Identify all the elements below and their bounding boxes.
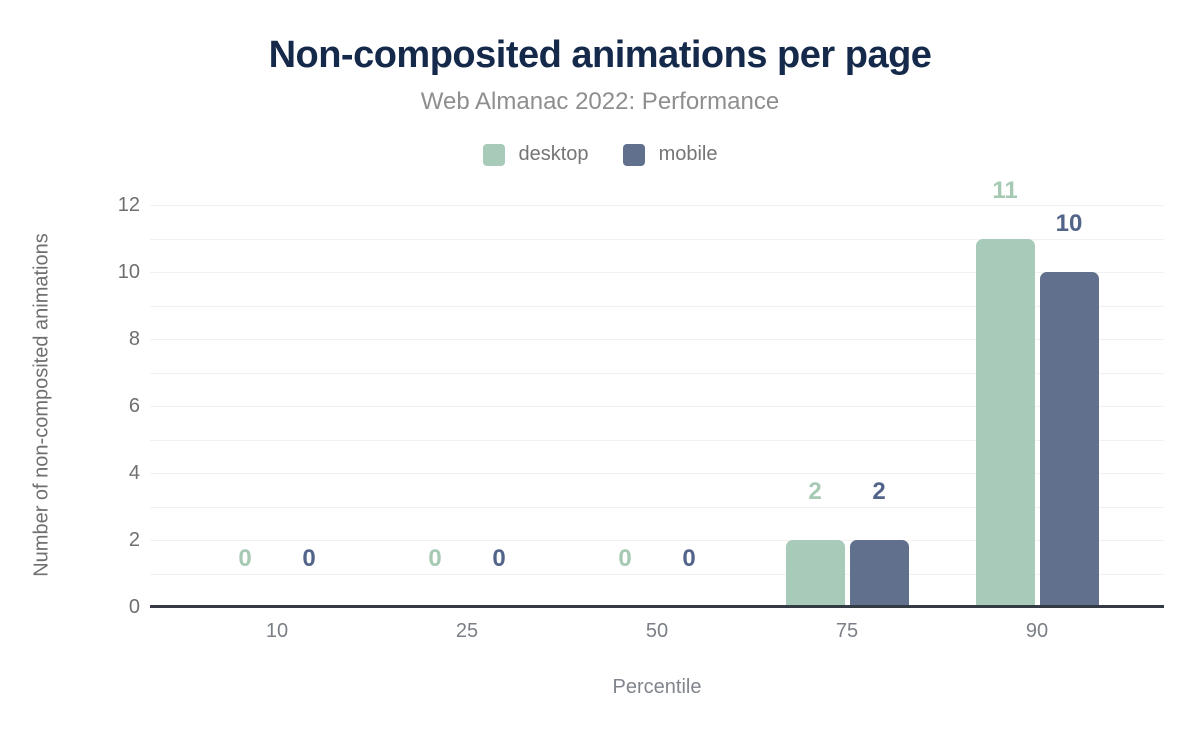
bar-value-label-mobile-p75: 2 [872, 478, 886, 505]
y-tick-12: 12 [117, 194, 140, 216]
x-tick-75: 75 [835, 620, 859, 642]
bar-mobile-p75 [849, 540, 909, 607]
gridline-9 [150, 305, 1164, 307]
legend-swatch-desktop-icon [482, 143, 505, 166]
bar-value-label-desktop-p25: 0 [428, 545, 442, 572]
bar-value-label-mobile-p50: 0 [682, 545, 696, 572]
plot-area: 0 0 0 2 11 0 0 0 2 10 [150, 178, 1164, 607]
y-tick-2: 2 [128, 529, 140, 551]
x-axis-line [150, 605, 1164, 608]
x-tick-25: 25 [455, 620, 479, 642]
x-axis-title: Percentile [612, 676, 702, 698]
gridline-2 [150, 540, 1164, 541]
y-tick-8: 8 [128, 328, 140, 350]
y-tick-6: 6 [128, 395, 140, 417]
bar-mobile-p90 [1039, 272, 1099, 607]
bar-value-label-desktop-p90: 11 [992, 176, 1018, 204]
y-tick-0: 0 [128, 596, 140, 618]
x-tick-50: 50 [645, 620, 669, 642]
gridline-1 [150, 573, 1164, 575]
bar-value-label-desktop-p10: 0 [238, 545, 252, 572]
gridline-3 [150, 506, 1164, 508]
legend-label-mobile: mobile [658, 143, 718, 165]
y-axis-ticks: 0 2 4 6 8 10 12 [70, 195, 140, 617]
bar-value-label-desktop-p50: 0 [618, 545, 632, 572]
y-tick-4: 4 [128, 462, 140, 484]
gridline-8 [150, 339, 1164, 340]
bar-value-label-mobile-p25: 0 [492, 545, 506, 572]
bar-value-label-desktop-p75: 2 [808, 478, 822, 505]
legend: desktop mobile [0, 143, 1200, 166]
gridline-5 [150, 439, 1164, 441]
gridline-12 [150, 205, 1164, 206]
gridline-10 [150, 272, 1164, 273]
x-axis-ticks: 10 25 50 75 90 [150, 618, 1164, 644]
legend-swatch-mobile-icon [622, 143, 645, 166]
gridline-6 [150, 406, 1164, 407]
chart-subtitle: Web Almanac 2022: Performance [420, 88, 780, 115]
y-tick-10: 10 [117, 261, 140, 283]
gridline-4 [150, 473, 1164, 474]
bar-value-label-mobile-p90: 10 [1055, 210, 1083, 237]
gridline-11 [150, 238, 1164, 240]
legend-label-desktop: desktop [518, 143, 589, 165]
bar-value-label-mobile-p10: 0 [302, 545, 316, 572]
x-tick-90: 90 [1025, 620, 1049, 642]
legend-item-mobile: mobile [622, 143, 718, 166]
bar-desktop-p75 [785, 540, 845, 607]
legend-item-desktop: desktop [482, 143, 589, 166]
gridline-7 [150, 372, 1164, 374]
y-axis-title-text: Number of non-composited animations [30, 233, 53, 577]
x-tick-10: 10 [265, 620, 289, 642]
chart-title: Non-composited animations per page [268, 34, 932, 76]
bar-desktop-p90 [975, 238, 1035, 607]
